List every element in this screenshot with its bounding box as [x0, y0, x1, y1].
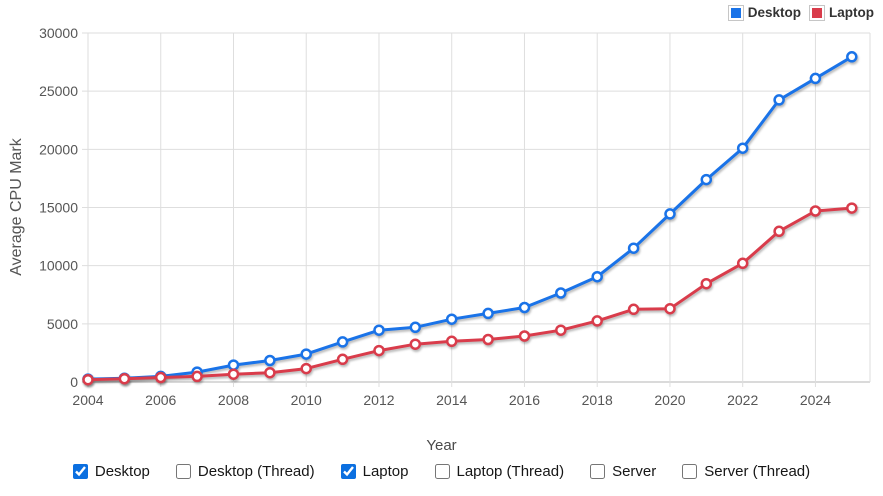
laptop-point — [409, 338, 422, 350]
toggle-server[interactable]: Server — [590, 463, 656, 480]
laptop-point — [591, 315, 603, 327]
toggle-desktop-thread[interactable]: Desktop (Thread) — [175, 463, 315, 480]
toggle-label: Desktop (Thread) — [197, 463, 315, 480]
x-tick-label: 2006 — [145, 392, 176, 408]
laptop-point — [664, 302, 676, 315]
desktop-point — [700, 173, 713, 186]
legend-swatch-icon — [728, 5, 743, 20]
x-tick-label: 2022 — [727, 392, 758, 408]
desktop-point — [627, 242, 640, 254]
x-tick-label: 2010 — [291, 392, 322, 408]
laptop-line — [87, 206, 852, 382]
desktop-point — [555, 287, 567, 299]
x-tick-label: 2008 — [218, 392, 249, 408]
toggle-server-thread[interactable]: Server (Thread) — [682, 463, 810, 480]
y-tick-label: 0 — [70, 374, 78, 390]
x-tick-label: 2004 — [72, 392, 103, 408]
checkbox-server[interactable] — [590, 464, 606, 479]
desktop-point — [773, 94, 785, 106]
desktop-point — [227, 359, 240, 371]
checkbox-desktop-thread[interactable] — [175, 464, 191, 479]
cpu-mark-chart: Average CPU Mark 0 5000 10000 15000 20000 250… — [8, 25, 871, 408]
legend: Desktop Laptop — [728, 5, 874, 20]
x-tick-label: 2024 — [800, 392, 831, 408]
laptop-point — [736, 257, 749, 270]
laptop-point — [809, 205, 822, 217]
desktop-point — [445, 313, 458, 325]
toggle-label: Laptop — [362, 463, 409, 480]
toggle-label: Laptop (Thread) — [456, 463, 565, 480]
laptop-point — [773, 225, 785, 238]
x-tick-label: 2014 — [436, 392, 467, 408]
laptop-point — [227, 368, 240, 380]
y-axis-label: Average CPU Mark — [8, 137, 25, 276]
desktop-point — [664, 208, 676, 220]
laptop-point — [846, 202, 858, 214]
chart-container: Average CPU Mark 0 5000 10000 15000 20000 250… — [8, 5, 874, 408]
desktop-point — [591, 270, 603, 283]
laptop-point — [373, 344, 385, 357]
desktop-point — [809, 72, 822, 85]
checkbox-server-thread[interactable] — [682, 464, 698, 479]
desktop-point — [846, 51, 858, 63]
desktop-point — [300, 348, 312, 360]
desktop-point — [264, 354, 276, 367]
desktop-point — [518, 301, 531, 314]
x-axis-label: Year — [426, 437, 457, 454]
y-tick-label: 10000 — [39, 258, 78, 274]
desktop-line — [87, 55, 853, 381]
legend-label: Laptop — [829, 5, 874, 20]
x-tick-label: 2012 — [363, 392, 394, 408]
laptop-point — [555, 324, 567, 336]
desktop-point — [336, 336, 349, 348]
laptop-point — [300, 362, 312, 375]
gridlines: 0 5000 10000 15000 20000 25000 30000 2004 2006 20… — [39, 25, 871, 408]
checkbox-laptop-thread[interactable] — [434, 464, 450, 479]
laptop-point — [482, 333, 494, 346]
laptop-series — [82, 202, 858, 386]
laptop-point — [627, 303, 640, 316]
desktop-point — [409, 321, 422, 334]
laptop-point — [154, 371, 167, 384]
checkbox-desktop[interactable] — [72, 464, 88, 479]
legend-swatch-icon — [810, 5, 824, 20]
y-tick-label: 25000 — [39, 83, 78, 99]
x-tick-label: 2020 — [654, 392, 685, 408]
laptop-point — [264, 366, 276, 379]
laptop-point — [191, 370, 203, 383]
y-tick-label: 5000 — [47, 316, 78, 332]
x-tick-label: 2016 — [509, 392, 540, 408]
toggle-laptop-thread[interactable]: Laptop (Thread) — [434, 463, 565, 480]
desktop-point — [482, 307, 494, 320]
y-tick-label: 15000 — [39, 200, 78, 216]
checkbox-laptop[interactable] — [340, 464, 356, 479]
laptop-point — [700, 277, 713, 290]
laptop-point — [518, 330, 531, 342]
desktop-series — [82, 51, 858, 385]
y-tick-label: 20000 — [39, 141, 78, 157]
laptop-point — [336, 353, 349, 366]
desktop-point — [373, 324, 385, 336]
toggle-laptop[interactable]: Laptop — [340, 463, 409, 480]
laptop-point — [82, 373, 94, 386]
toggle-desktop[interactable]: Desktop — [72, 463, 150, 480]
y-tick-label: 30000 — [39, 25, 78, 41]
legend-label: Desktop — [747, 5, 801, 20]
x-tick-label: 2018 — [582, 392, 613, 408]
desktop-point — [736, 142, 749, 154]
legend-item-desktop: Desktop — [728, 5, 801, 20]
laptop-point — [118, 372, 131, 385]
legend-item-laptop: Laptop — [810, 5, 874, 20]
toggle-label: Server (Thread) — [704, 463, 811, 480]
laptop-point — [445, 335, 458, 348]
toggle-label: Desktop — [94, 463, 150, 480]
series-toggle-bar: Desktop Desktop (Thread) Laptop Laptop (Thr… — [0, 463, 883, 480]
toggle-label: Server — [612, 463, 657, 480]
